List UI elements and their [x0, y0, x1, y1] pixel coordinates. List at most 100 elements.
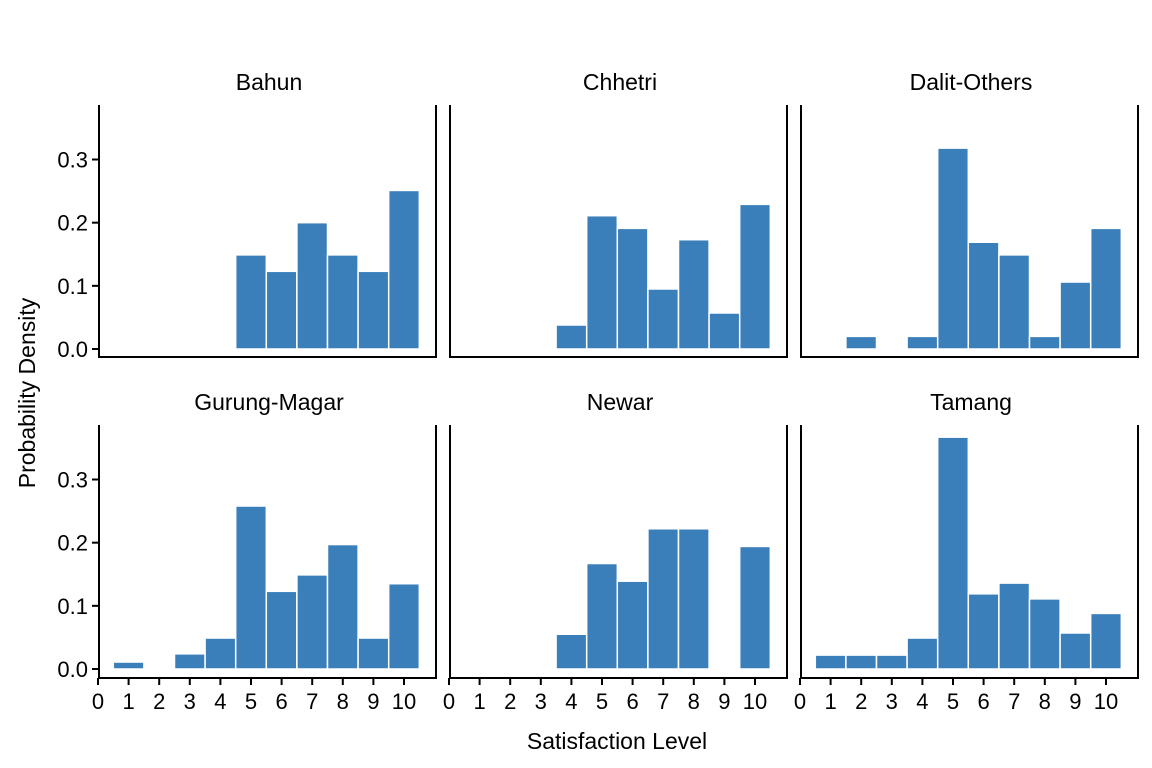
panel-title: Dalit-Others [910, 69, 1033, 95]
bar-newar-10 [738, 545, 772, 670]
x-tick-label: 8 [1039, 689, 1051, 714]
x-tick-label: 9 [367, 689, 379, 714]
y-axis-title: Probability Density [14, 297, 40, 488]
bar-chhetri-9 [708, 312, 741, 350]
x-tick-label: 3 [886, 689, 898, 714]
bar-gurung-magar-10 [387, 582, 421, 670]
x-tick-label: 7 [1008, 689, 1020, 714]
x-tick-label: 6 [977, 689, 989, 714]
panel-dalit-others: Dalit-Others [800, 69, 1139, 358]
x-tick-label: 8 [337, 689, 349, 714]
x-tick-label: 0 [794, 689, 806, 714]
bar-newar-4 [555, 633, 588, 670]
bar-dalit-others-10 [1089, 227, 1123, 350]
x-tick-label: 9 [718, 689, 730, 714]
panel-title: Tamang [930, 389, 1012, 415]
x-tick-label: 5 [245, 689, 257, 714]
x-tick-label: 6 [626, 689, 638, 714]
bar-bahun-7 [296, 221, 329, 350]
y-tick-label: 0.3 [57, 148, 88, 173]
panel-title: Bahun [236, 69, 303, 95]
bar-dalit-others-6 [967, 241, 1000, 350]
y-tick-label: 0.1 [57, 274, 88, 299]
x-tick-label: 8 [688, 689, 700, 714]
bar-gurung-magar-1 [112, 661, 145, 670]
x-tick-label: 4 [565, 689, 577, 714]
panel-title: Newar [587, 389, 654, 415]
bar-bahun-10 [387, 189, 421, 350]
bar-chhetri-6 [616, 227, 649, 350]
bar-bahun-8 [326, 254, 359, 350]
x-tick-label: 2 [504, 689, 516, 714]
x-tick-label: 5 [596, 689, 608, 714]
y-tick-label: 0.2 [57, 531, 88, 556]
x-tick-label: 1 [122, 689, 134, 714]
bar-tamang-9 [1059, 632, 1092, 670]
bar-tamang-6 [967, 593, 1000, 670]
y-tick-label: 0.1 [57, 594, 88, 619]
bar-gurung-magar-3 [173, 653, 206, 670]
x-axis-title: Satisfaction Level [527, 728, 707, 754]
x-tick-label: 2 [855, 689, 867, 714]
x-tick-label: 4 [916, 689, 928, 714]
bar-tamang-8 [1028, 598, 1061, 670]
y-tick-label: 0.3 [57, 468, 88, 493]
bar-chhetri-8 [677, 238, 710, 350]
bar-gurung-magar-8 [326, 543, 359, 670]
bar-chhetri-4 [555, 324, 588, 350]
x-tick-label: 5 [947, 689, 959, 714]
bar-newar-7 [647, 528, 680, 670]
bar-dalit-others-2 [845, 335, 878, 350]
x-tick-label: 6 [275, 689, 287, 714]
bar-gurung-magar-5 [234, 505, 268, 670]
panels-layer: Bahun 0.0 0.1 0.2 0.3 Chhetri Dalit-Others Guru… [57, 69, 1139, 714]
bar-bahun-6 [265, 270, 298, 350]
y-tick-label: 0.0 [57, 337, 88, 362]
bar-chhetri-7 [647, 288, 680, 350]
panel-tamang: Tamang 0 1 2 3 4 5 6 7 8 9 10 [794, 389, 1139, 714]
bar-dalit-others-8 [1028, 335, 1061, 350]
bar-gurung-magar-7 [296, 574, 329, 670]
x-tick-label: 9 [1069, 689, 1081, 714]
bar-tamang-10 [1089, 612, 1123, 670]
bar-dalit-others-5 [936, 147, 970, 350]
panel-gurung-magar: Gurung-Magar 0.0 0.1 0.2 0.3 0 1 2 3 4 5 6 7 8 9 10 [57, 389, 437, 714]
bar-newar-5 [585, 562, 619, 670]
bar-tamang-3 [875, 654, 908, 670]
bar-dalit-others-7 [998, 254, 1031, 350]
bar-bahun-5 [234, 254, 268, 350]
bar-dalit-others-4 [906, 335, 939, 350]
bar-bahun-9 [357, 270, 390, 350]
x-tick-label: 0 [443, 689, 455, 714]
x-tick-label: 7 [657, 689, 669, 714]
x-tick-label: 4 [214, 689, 226, 714]
panel-title: Gurung-Magar [194, 389, 344, 415]
bar-tamang-5 [936, 436, 970, 670]
x-tick-label: 10 [743, 689, 767, 714]
bar-dalit-others-9 [1059, 281, 1092, 350]
bar-gurung-magar-9 [357, 637, 390, 670]
x-tick-label: 3 [184, 689, 196, 714]
bar-gurung-magar-4 [204, 637, 237, 670]
bar-tamang-4 [906, 637, 939, 670]
bar-newar-6 [616, 580, 649, 670]
bar-tamang-7 [998, 582, 1031, 670]
panel-title: Chhetri [583, 69, 657, 95]
bar-tamang-2 [845, 654, 878, 670]
x-tick-label: 10 [392, 689, 416, 714]
bar-tamang-1 [814, 654, 847, 670]
bar-chhetri-10 [738, 203, 772, 350]
x-tick-label: 1 [824, 689, 836, 714]
x-tick-label: 7 [306, 689, 318, 714]
x-tick-label: 0 [92, 689, 104, 714]
bar-chhetri-5 [585, 214, 619, 350]
bar-newar-8 [677, 528, 710, 670]
x-tick-label: 1 [473, 689, 485, 714]
panel-bahun: Bahun 0.0 0.1 0.2 0.3 [57, 69, 437, 362]
panel-newar: Newar 0 1 2 3 4 5 6 7 8 9 10 [443, 389, 788, 714]
panel-chhetri: Chhetri [449, 69, 788, 358]
y-tick-label: 0.0 [57, 657, 88, 682]
bar-gurung-magar-6 [265, 590, 298, 670]
y-tick-label: 0.2 [57, 211, 88, 236]
